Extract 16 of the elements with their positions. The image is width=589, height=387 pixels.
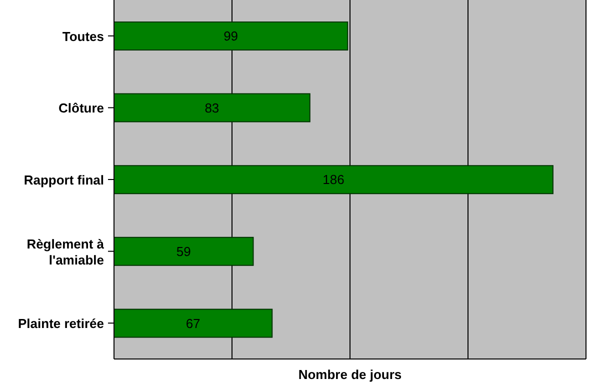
bar [114,165,554,194]
x-axis-title: Nombre de jours [298,367,402,382]
y-tick-label: Plainte retirée [18,316,104,331]
bar [114,308,273,338]
y-tick-label: Rapport final [24,172,104,187]
data-label: 186 [322,172,344,188]
bar [114,93,310,122]
bar [114,22,348,50]
data-label: 99 [224,28,238,44]
data-label: 67 [186,316,200,331]
y-tick-label: Clôture [58,100,104,116]
data-label: 83 [204,100,220,116]
y-tick-label: Règlement à l'amiable [26,236,105,267]
data-label: 59 [176,244,191,260]
bar [114,236,254,266]
y-tick-label: Toutes [62,28,104,44]
